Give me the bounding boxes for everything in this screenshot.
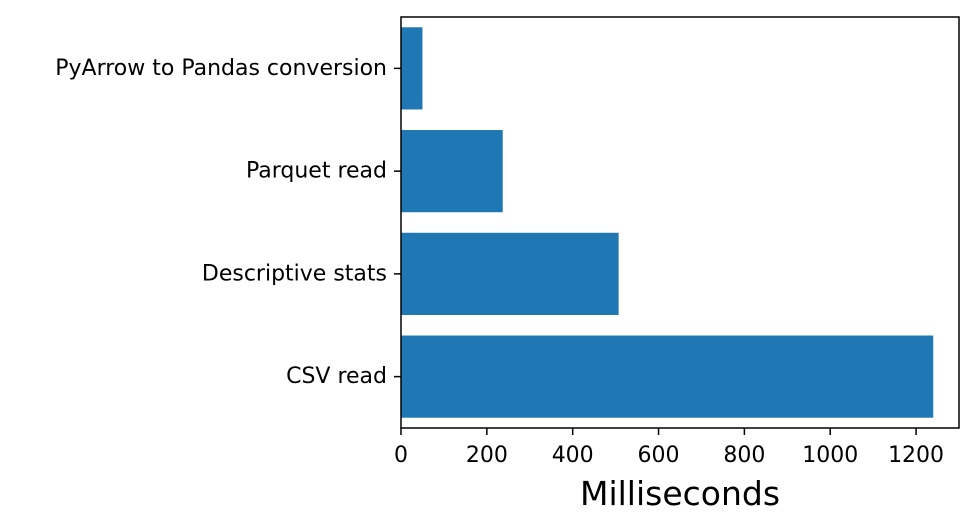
bars-group <box>401 27 934 418</box>
x-axis-label: Milliseconds <box>580 474 780 513</box>
bar-parquet-read <box>401 130 503 213</box>
x-tick-label: 400 <box>552 443 594 468</box>
plot-frame <box>400 16 960 429</box>
x-tick-label: 1000 <box>802 443 858 468</box>
bar-descriptive-stats <box>401 232 619 315</box>
y-tick-label: Parquet read <box>246 159 387 184</box>
bar-csv-read <box>401 335 934 418</box>
x-tick-label: 600 <box>638 443 680 468</box>
x-tick-label: 1200 <box>888 443 944 468</box>
x-tick-label: 0 <box>394 443 408 468</box>
x-tick-label: 200 <box>466 443 508 468</box>
x-axis-ticks: 0 200 400 600 800 1000 1200 <box>394 428 944 468</box>
y-tick-label: Descriptive stats <box>202 261 387 286</box>
y-tick-label: PyArrow to Pandas conversion <box>55 56 387 81</box>
x-tick-label: 800 <box>723 443 765 468</box>
y-tick-label: CSV read <box>286 364 387 389</box>
y-axis-ticks: CSV read Descriptive stats Parquet read PyA… <box>55 56 401 389</box>
bar-pyarrow-to-pandas-conversion <box>401 27 423 110</box>
